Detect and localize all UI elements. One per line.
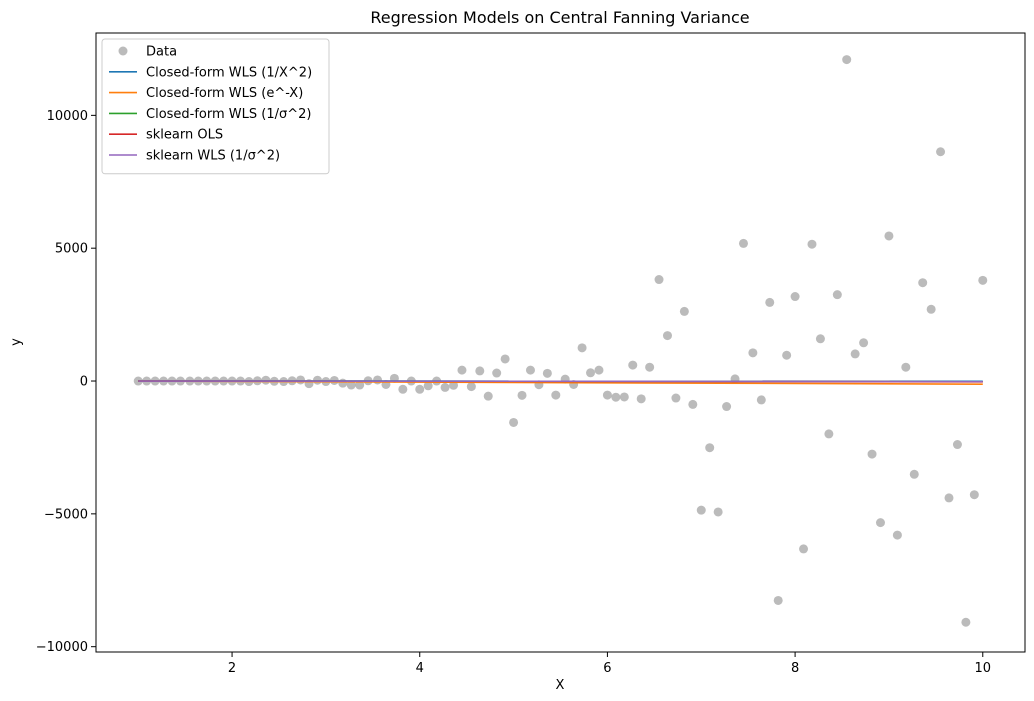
data-point <box>832 290 842 300</box>
data-point <box>398 384 408 394</box>
legend-label: sklearn OLS <box>146 128 223 143</box>
data-point <box>738 238 748 248</box>
data-point <box>671 393 681 403</box>
data-point <box>961 617 971 627</box>
data-point <box>875 518 885 528</box>
data-point <box>500 354 510 364</box>
data-point <box>415 384 425 394</box>
y-axis-label: y <box>9 338 24 346</box>
plot-frame <box>95 32 1026 653</box>
data-point <box>978 275 988 285</box>
y-tick-label: 5000 <box>55 242 88 257</box>
data-point <box>373 375 383 385</box>
data-point <box>577 343 587 353</box>
y-tick-label: 10000 <box>47 109 88 124</box>
data-point <box>859 338 869 348</box>
data-point <box>909 469 919 479</box>
x-tick-label: 2 <box>228 661 236 676</box>
data-point <box>918 278 928 288</box>
data-point <box>492 368 502 378</box>
x-axis-label: X <box>556 678 565 693</box>
data-point <box>901 362 911 372</box>
data-point <box>892 530 902 540</box>
legend-label: Closed-form WLS (e^-X) <box>146 86 303 101</box>
data-point <box>926 304 936 314</box>
data-point <box>611 392 621 402</box>
scatter-layer <box>133 55 988 627</box>
data-point <box>850 349 860 359</box>
data-point <box>815 334 825 344</box>
data-point <box>483 391 493 401</box>
data-point <box>765 297 775 307</box>
data-point <box>756 395 766 405</box>
y-tick-label: 0 <box>80 375 88 390</box>
data-point <box>586 368 596 378</box>
data-point <box>423 381 433 391</box>
data-point <box>705 443 715 453</box>
legend-label: Closed-form WLS (1/σ^2) <box>146 107 311 122</box>
data-point <box>936 147 946 157</box>
data-point <box>619 392 629 402</box>
y-axis: −10000 −5000 0 5000 10000 <box>36 109 96 655</box>
data-point <box>790 292 800 302</box>
data-point <box>952 440 962 450</box>
data-point <box>449 380 459 390</box>
data-point <box>654 275 664 285</box>
data-point <box>440 382 450 392</box>
legend-marker <box>118 46 128 56</box>
data-point <box>782 350 792 360</box>
data-point <box>346 380 356 390</box>
legend-label: Closed-form WLS (1/X^2) <box>146 65 312 80</box>
data-point <box>261 375 271 385</box>
data-point <box>867 449 877 459</box>
data-point <box>466 382 476 392</box>
data-point <box>799 544 809 554</box>
x-tick-label: 4 <box>416 661 424 676</box>
data-point <box>662 331 672 341</box>
y-tick-label: −10000 <box>36 640 88 655</box>
data-point <box>551 390 561 400</box>
data-point <box>628 360 638 370</box>
y-tick-label: −5000 <box>44 507 88 522</box>
data-point <box>525 365 535 375</box>
data-point <box>722 402 732 412</box>
data-point <box>842 55 852 65</box>
legend-label: sklearn WLS (1/σ^2) <box>146 149 280 164</box>
data-point <box>884 231 894 241</box>
data-point <box>688 399 698 409</box>
data-point <box>807 239 817 249</box>
data-point <box>602 390 612 400</box>
data-point <box>645 362 655 372</box>
data-point <box>696 505 706 515</box>
legend: Data Closed-form WLS (1/X^2) Closed-form W… <box>101 38 330 175</box>
data-point <box>636 394 646 404</box>
data-point <box>475 366 485 376</box>
data-point <box>713 507 723 517</box>
data-point <box>944 493 954 503</box>
series-line-5 <box>138 380 983 383</box>
data-point <box>824 429 834 439</box>
data-point <box>355 380 365 390</box>
data-point <box>338 378 348 388</box>
x-tick-label: 10 <box>974 661 991 676</box>
data-point <box>542 368 552 378</box>
data-point <box>509 417 519 427</box>
data-point <box>969 490 979 500</box>
line-layer <box>138 380 983 386</box>
data-point <box>594 365 604 375</box>
data-point <box>296 375 306 385</box>
legend-label: Data <box>146 45 177 60</box>
x-axis: 2 4 6 8 10 <box>228 652 991 676</box>
chart-title: Regression Models on Central Fanning Var… <box>370 8 749 27</box>
data-point <box>517 390 527 400</box>
data-point <box>457 365 467 375</box>
x-tick-label: 6 <box>603 661 611 676</box>
data-point <box>679 306 689 316</box>
x-tick-label: 8 <box>791 661 799 676</box>
legend-box <box>101 38 330 175</box>
data-point <box>312 375 322 385</box>
data-point <box>773 595 783 605</box>
data-point <box>748 348 758 358</box>
